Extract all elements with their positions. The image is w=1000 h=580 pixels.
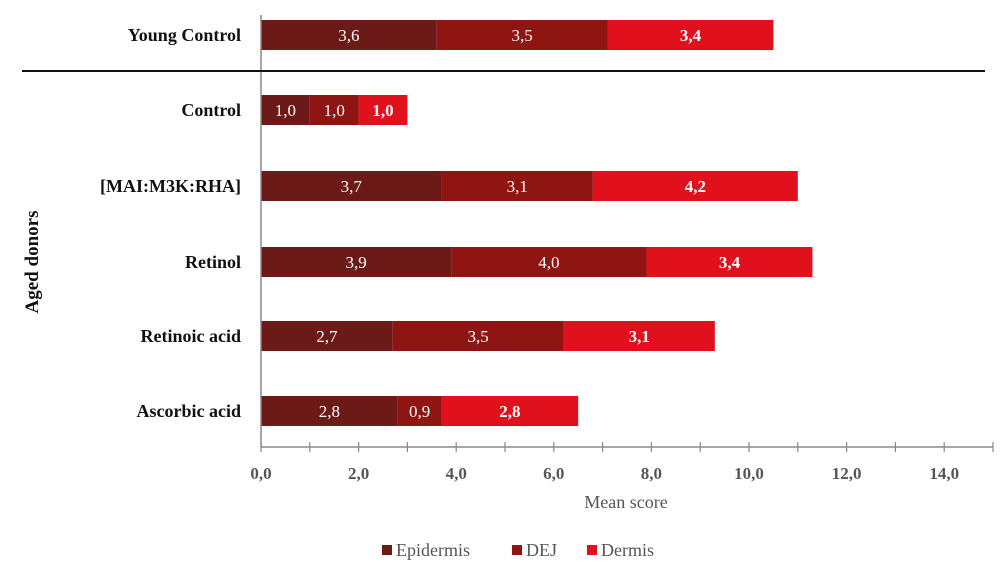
- x-tick-label: 10,0: [734, 464, 764, 483]
- value-label-mai-m3k-rha-dermis: 4,2: [685, 177, 706, 196]
- value-label-control-dermis: 1,0: [372, 101, 393, 120]
- category-label-control: Control: [181, 100, 241, 120]
- bar-mai-m3k-rha-dermis: [592, 171, 798, 201]
- bar-retinoic-acid-dermis: [563, 321, 715, 351]
- bar-ascorbic-acid-dermis: [441, 396, 579, 426]
- value-label-retinoic-acid-epidermis: 2,7: [316, 327, 338, 346]
- legend-label-dej: DEJ: [526, 540, 557, 560]
- x-tick-label: 8,0: [641, 464, 662, 483]
- category-label-young-control: Young Control: [128, 25, 241, 45]
- legend-swatch-dermis: [587, 545, 597, 555]
- value-label-ascorbic-acid-dermis: 2,8: [499, 402, 520, 421]
- value-label-retinoic-acid-dermis: 3,1: [629, 327, 650, 346]
- x-axis: 0,0 2,0 4,0 6,0 8,0 10,0 12,0 14,0: [250, 442, 994, 483]
- bar-young-control-dermis: [607, 20, 774, 50]
- x-tick-label: 6,0: [543, 464, 564, 483]
- value-label-ascorbic-acid-dej: 0,9: [409, 402, 430, 421]
- category-labels: Young Control Control [MAI:M3K:RHA] Retinol…: [100, 25, 241, 421]
- x-tick-label: 4,0: [446, 464, 467, 483]
- value-label-mai-m3k-rha-epidermis: 3,7: [341, 177, 363, 196]
- x-axis-title: Mean score: [584, 492, 667, 512]
- value-label-young-control-dej: 3,5: [511, 26, 532, 45]
- category-label-ascorbic-acid: Ascorbic acid: [137, 401, 241, 421]
- value-label-young-control-epidermis: 3,6: [338, 26, 359, 45]
- bar-ascorbic-acid-dej: [397, 396, 442, 426]
- value-label-control-epidermis: 1,0: [275, 101, 296, 120]
- value-label-retinol-dej: 4,0: [538, 253, 559, 272]
- bar-young-control-epidermis: [261, 20, 437, 50]
- legend-swatch-dej: [512, 545, 522, 555]
- bar-retinoic-acid-dej: [392, 321, 564, 351]
- category-label-mai-m3k-rha: [MAI:M3K:RHA]: [100, 176, 241, 196]
- value-label-young-control-dermis: 3,4: [680, 26, 702, 45]
- value-label-ascorbic-acid-epidermis: 2,8: [319, 402, 340, 421]
- bar-young-control-dej: [436, 20, 608, 50]
- bar-retinoic-acid-epidermis: [261, 321, 393, 351]
- legend-label-dermis: Dermis: [601, 540, 654, 560]
- bar-retinol-epidermis: [261, 247, 452, 277]
- value-label-retinol-dermis: 3,4: [719, 253, 741, 272]
- aged-donors-group-label: Aged donors: [22, 211, 43, 314]
- x-tick-label: 0,0: [250, 464, 271, 483]
- category-label-retinoic-acid: Retinoic acid: [141, 326, 242, 346]
- category-label-retinol: Retinol: [185, 252, 241, 272]
- x-tick-label: 14,0: [929, 464, 959, 483]
- bar-retinol-dej: [451, 247, 647, 277]
- bar-mai-m3k-rha-epidermis: [261, 171, 442, 201]
- bar-control-dej: [309, 95, 359, 125]
- value-label-control-dej: 1,0: [324, 101, 345, 120]
- bar-control-epidermis: [261, 95, 310, 125]
- bar-ascorbic-acid-epidermis: [261, 396, 398, 426]
- x-tick-label: 12,0: [832, 464, 862, 483]
- legend: Epidermis DEJ Dermis: [382, 540, 654, 560]
- bar-control-dermis: [358, 95, 408, 125]
- bar-retinol-dermis: [646, 247, 813, 277]
- bar-mai-m3k-rha-dej: [441, 171, 593, 201]
- value-label-retinoic-acid-dej: 3,5: [468, 327, 489, 346]
- value-label-mai-m3k-rha-dej: 3,1: [507, 177, 528, 196]
- legend-label-epidermis: Epidermis: [396, 540, 470, 560]
- legend-swatch-epidermis: [382, 545, 392, 555]
- bars-layer: 3,6 3,5 3,4 1,0 1,0 1,0 3,7 3,1 4,2 3,9 4,0 3,4 2,7 3…: [261, 20, 813, 426]
- value-label-retinol-epidermis: 3,9: [346, 253, 367, 272]
- x-tick-label: 2,0: [348, 464, 369, 483]
